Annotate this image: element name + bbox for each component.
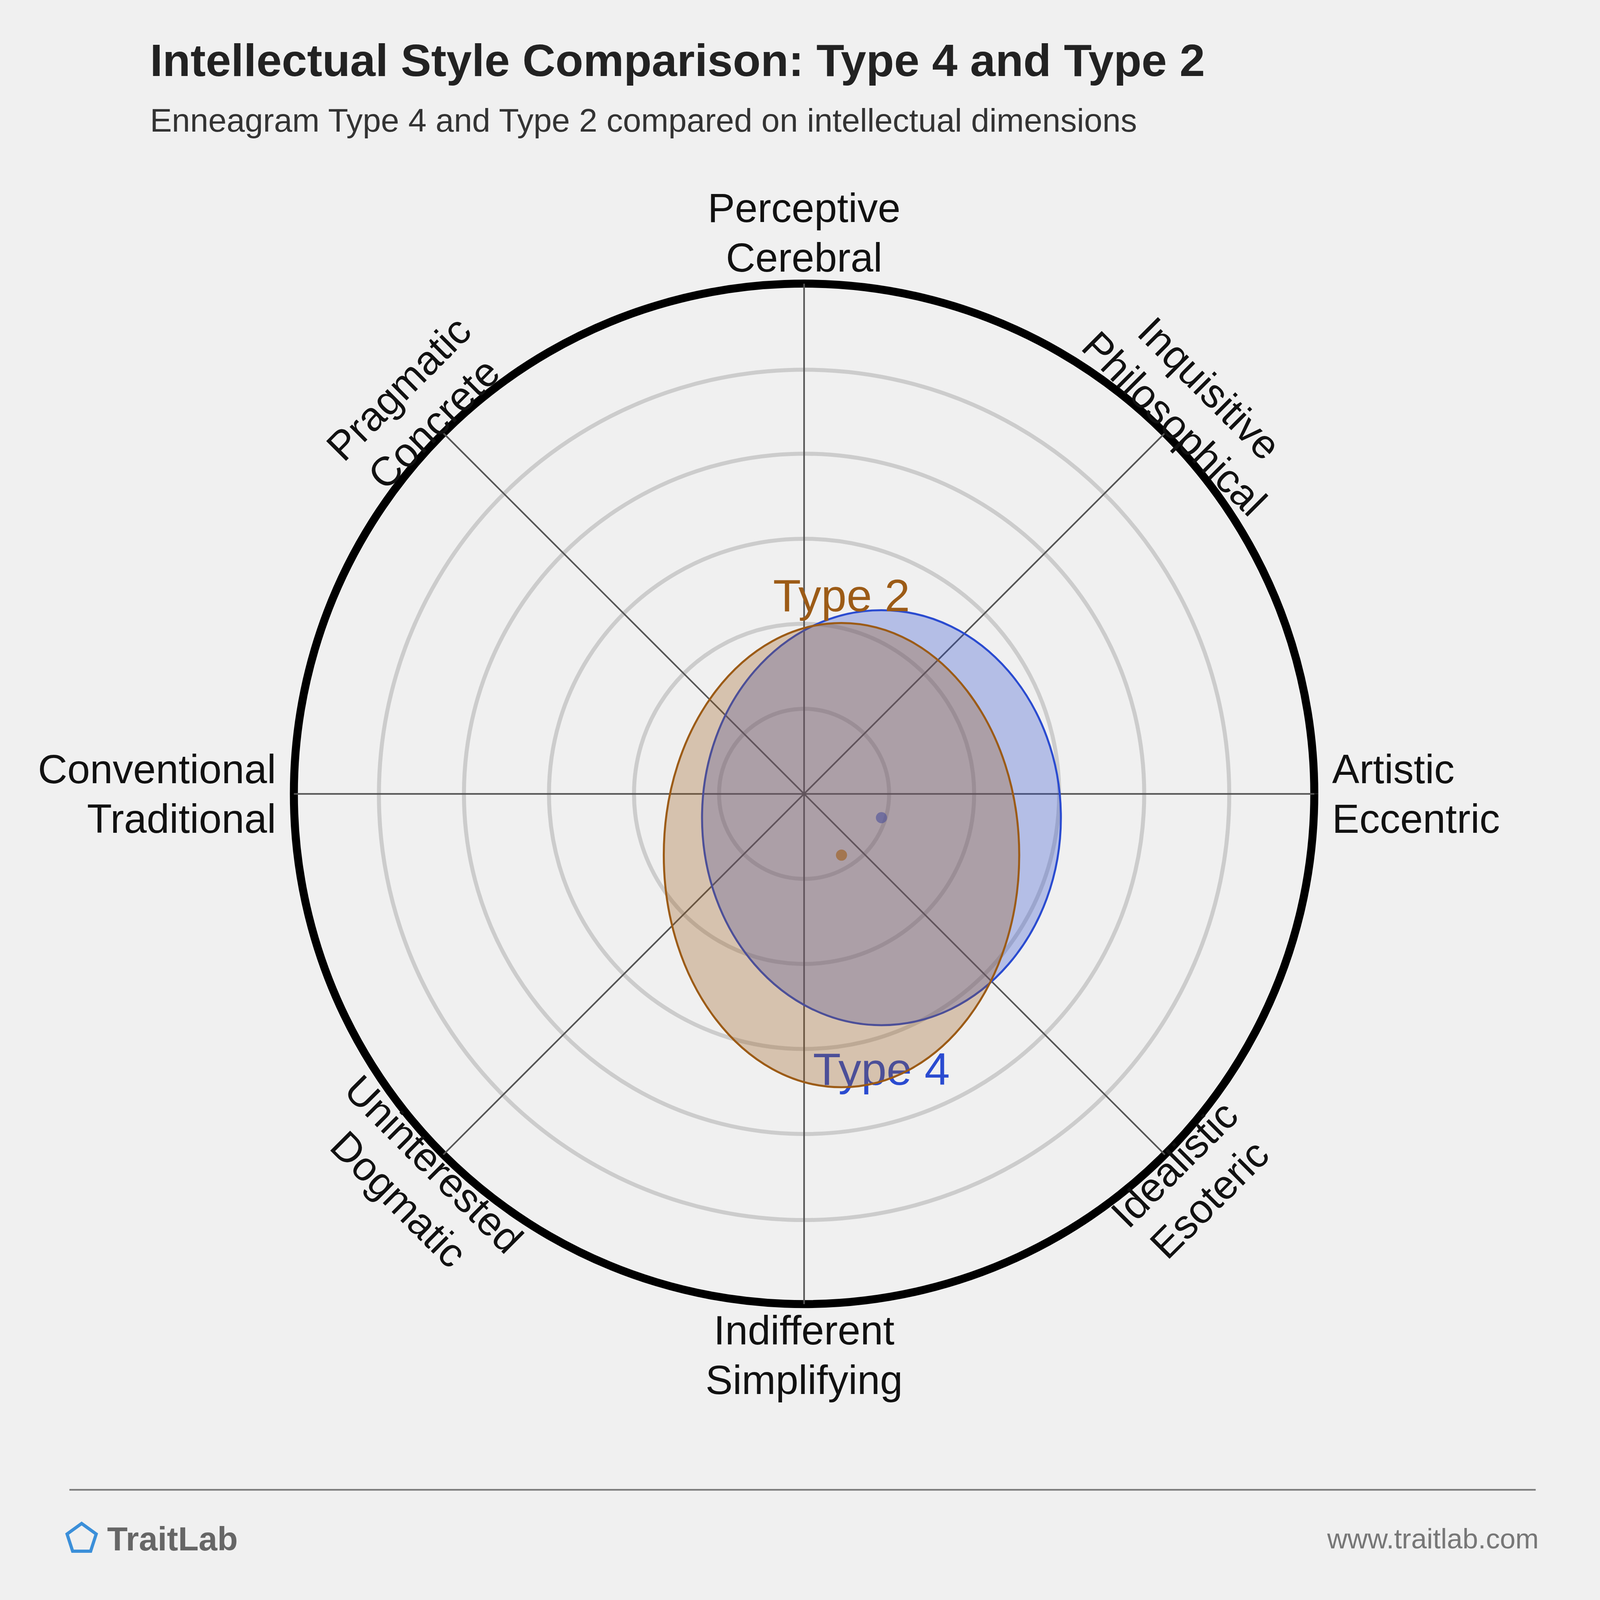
svg-text:Philosophical: Philosophical — [1073, 322, 1276, 525]
svg-text:Pragmatic: Pragmatic — [317, 307, 480, 470]
svg-text:Traditional: Traditional — [87, 796, 276, 842]
svg-text:Cerebral: Cerebral — [726, 234, 883, 281]
svg-text:Dogmatic: Dogmatic — [321, 1122, 476, 1277]
svg-text:Type 2: Type 2 — [773, 570, 910, 621]
svg-text:Conventional: Conventional — [38, 746, 276, 792]
svg-text:Perceptive: Perceptive — [707, 185, 901, 231]
svg-text:Inquisitive: Inquisitive — [1129, 308, 1290, 469]
svg-text:Enneagram Type 4 and Type 2 co: Enneagram Type 4 and Type 2 compared on … — [150, 102, 1138, 139]
svg-text:TraitLab: TraitLab — [107, 1520, 238, 1558]
svg-text:Esoteric: Esoteric — [1141, 1131, 1278, 1268]
svg-text:Uninterested: Uninterested — [335, 1066, 532, 1263]
svg-text:Simplifying: Simplifying — [705, 1357, 903, 1403]
svg-text:www.traitlab.com: www.traitlab.com — [1326, 1523, 1539, 1555]
svg-text:Intellectual Style Comparison:: Intellectual Style Comparison: Type 4 an… — [150, 34, 1205, 86]
svg-text:Eccentric: Eccentric — [1332, 796, 1500, 842]
svg-text:Concrete: Concrete — [359, 348, 509, 498]
svg-text:Indifferent: Indifferent — [713, 1307, 895, 1354]
svg-text:Idealistic: Idealistic — [1102, 1091, 1247, 1237]
svg-text:Artistic: Artistic — [1332, 746, 1455, 792]
